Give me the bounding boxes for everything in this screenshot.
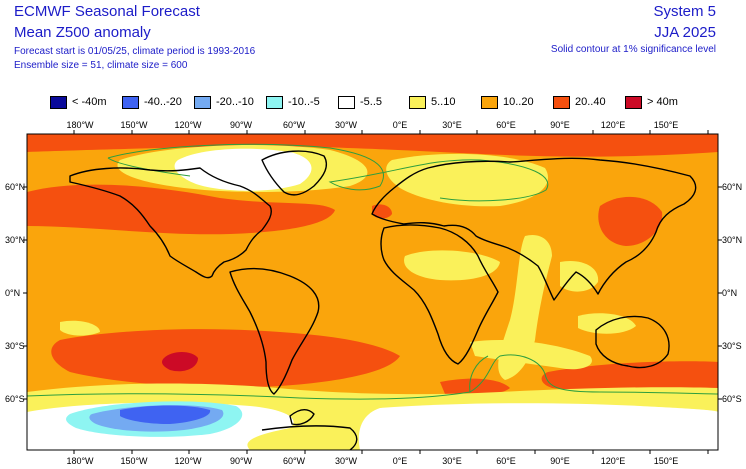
lat-label-right: 60°S — [722, 394, 742, 404]
legend-label: < -40m — [72, 96, 107, 108]
legend-item: 5..10 — [409, 94, 455, 110]
anomaly-band-5-10 — [470, 339, 592, 370]
anomaly-band-neutral — [358, 403, 718, 450]
anomaly-band-5-10 — [386, 153, 548, 207]
lon-label-top: 150°W — [120, 120, 148, 130]
anomaly-band-5-10 — [560, 260, 599, 292]
lon-label-bottom: 150°W — [120, 456, 148, 466]
lon-label-top: 60°E — [496, 120, 516, 130]
lon-label-bottom: 90°W — [230, 456, 253, 466]
coastline-africa — [380, 224, 499, 365]
anomaly-band-20-40 — [598, 196, 663, 246]
lon-label-bottom: 120°W — [174, 456, 202, 466]
significance-note: Solid contour at 1% significance level — [550, 44, 716, 55]
anomaly-band-20-40 — [51, 329, 401, 388]
legend-item: -10..-5 — [266, 94, 320, 110]
map-subtitle: Mean Z500 anomaly — [14, 24, 151, 41]
legend-swatch — [122, 95, 139, 109]
coastline-antarctica — [261, 425, 358, 450]
legend-swatch — [553, 95, 570, 109]
legend-swatch — [338, 95, 355, 109]
significance-contour — [27, 354, 718, 400]
significance-contour — [469, 355, 489, 393]
ensemble-info: Ensemble size = 51, climate size = 600 — [14, 60, 188, 71]
lon-label-top: 30°E — [442, 120, 462, 130]
system-label: System 5 — [653, 3, 716, 20]
lon-label-bottom: 150°E — [654, 456, 679, 466]
lat-label-right: 30°S — [722, 341, 742, 351]
legend-swatch — [194, 95, 211, 109]
lon-label-bottom: 120°E — [601, 456, 626, 466]
legend-item: -5..5 — [338, 94, 382, 110]
lon-label-bottom: 30°W — [335, 456, 358, 466]
coastline-eurasia — [371, 157, 697, 301]
lat-label-left: 0°N — [5, 288, 20, 298]
anomaly-core-gt-40 — [162, 352, 198, 372]
lon-label-top: 150°E — [654, 120, 679, 130]
legend-swatch — [50, 95, 67, 109]
lon-label-bottom: 60°W — [283, 456, 306, 466]
legend-label: -40..-20 — [144, 96, 182, 108]
lon-label-top: 30°W — [335, 120, 358, 130]
coastline-australia — [595, 315, 670, 369]
legend-swatch — [266, 95, 283, 109]
forecast-info: Forecast start is 01/05/25, climate peri… — [14, 46, 256, 57]
season-label: JJA 2025 — [654, 24, 716, 41]
legend-item: > 40m — [625, 94, 678, 110]
legend-label: > 40m — [647, 96, 678, 108]
lon-label-bottom: 180°W — [66, 456, 94, 466]
lon-label-top: 0°E — [393, 120, 408, 130]
lat-label-right: 60°N — [722, 182, 742, 192]
legend-label: -10..-5 — [288, 96, 320, 108]
anomaly-band-20-40 — [440, 378, 510, 396]
lat-label-left: 30°S — [5, 341, 25, 351]
lon-label-bottom: 0°E — [393, 456, 408, 466]
lat-label-left: 60°S — [5, 394, 25, 404]
legend-item: -20..-10 — [194, 94, 254, 110]
anomaly-band-20-40 — [372, 204, 392, 219]
anomaly-band-20-40 — [27, 134, 718, 157]
significance-contour — [107, 143, 549, 202]
lon-label-bottom: 30°E — [442, 456, 462, 466]
anomaly-band-neutral — [174, 148, 312, 191]
lat-label-left: 30°N — [5, 235, 25, 245]
lon-label-bottom: 90°E — [550, 456, 570, 466]
lat-label-right: 0°N — [722, 288, 737, 298]
legend-item: < -40m — [50, 94, 107, 110]
anomaly-band-neg-40-20 — [120, 405, 211, 424]
coastline-antarctica — [289, 409, 315, 426]
lon-label-top: 120°E — [601, 120, 626, 130]
legend-label: 5..10 — [431, 96, 456, 108]
legend-label: 20..40 — [575, 96, 606, 108]
legend-swatch — [409, 95, 426, 109]
legend-label: -5..5 — [360, 96, 383, 108]
legend-swatch — [625, 95, 642, 109]
legend-label: 10..20 — [503, 96, 534, 108]
coastline-greenland — [261, 150, 328, 196]
legend-item: 20..40 — [553, 94, 606, 110]
lon-label-top: 180°W — [66, 120, 94, 130]
legend-swatch — [481, 95, 498, 109]
coastline-south-america — [229, 267, 320, 395]
lon-label-top: 120°W — [174, 120, 202, 130]
lon-label-bottom: 60°E — [496, 456, 516, 466]
lat-label-left: 60°N — [5, 182, 25, 192]
legend-item: 10..20 — [481, 94, 534, 110]
lon-label-top: 60°W — [283, 120, 306, 130]
anomaly-band-20-40 — [541, 361, 718, 395]
legend-item: -40..-20 — [122, 94, 182, 110]
anomaly-band-20-40 — [27, 184, 335, 235]
coastline-north-america — [69, 167, 272, 279]
lon-label-top: 90°E — [550, 120, 570, 130]
legend-label: -20..-10 — [216, 96, 254, 108]
lat-label-right: 30°N — [722, 235, 742, 245]
map-frame — [26, 133, 719, 451]
anomaly-band-5-10 — [60, 320, 100, 336]
anomaly-band-5-10 — [404, 250, 500, 281]
map-title: ECMWF Seasonal Forecast — [14, 3, 200, 20]
lon-label-top: 90°W — [230, 120, 253, 130]
